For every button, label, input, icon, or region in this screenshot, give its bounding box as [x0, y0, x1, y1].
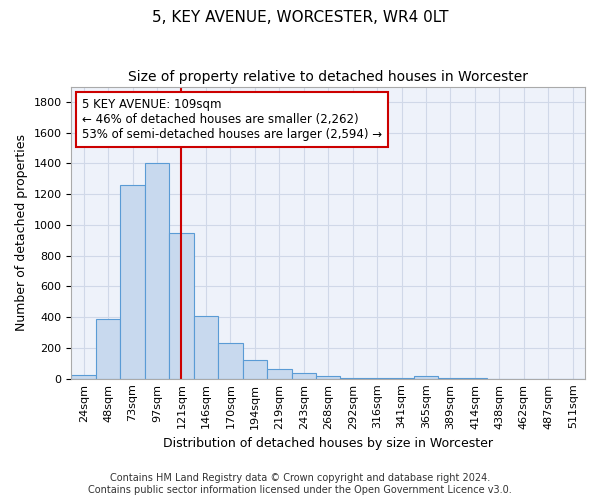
Bar: [71, 375, 96, 378]
Bar: [145, 164, 169, 378]
Bar: [316, 376, 340, 378]
Text: 5 KEY AVENUE: 109sqm
← 46% of detached houses are smaller (2,262)
53% of semi-de: 5 KEY AVENUE: 109sqm ← 46% of detached h…: [82, 98, 382, 141]
Bar: [96, 318, 121, 378]
X-axis label: Distribution of detached houses by size in Worcester: Distribution of detached houses by size …: [163, 437, 493, 450]
Bar: [194, 316, 218, 378]
Bar: [169, 232, 194, 378]
Bar: [218, 342, 242, 378]
Bar: [292, 372, 316, 378]
Bar: [121, 185, 145, 378]
Y-axis label: Number of detached properties: Number of detached properties: [15, 134, 28, 331]
Text: 5, KEY AVENUE, WORCESTER, WR4 0LT: 5, KEY AVENUE, WORCESTER, WR4 0LT: [152, 10, 448, 25]
Bar: [414, 376, 438, 378]
Title: Size of property relative to detached houses in Worcester: Size of property relative to detached ho…: [128, 70, 528, 84]
Bar: [242, 360, 267, 378]
Text: Contains HM Land Registry data © Crown copyright and database right 2024.
Contai: Contains HM Land Registry data © Crown c…: [88, 474, 512, 495]
Bar: [267, 368, 292, 378]
